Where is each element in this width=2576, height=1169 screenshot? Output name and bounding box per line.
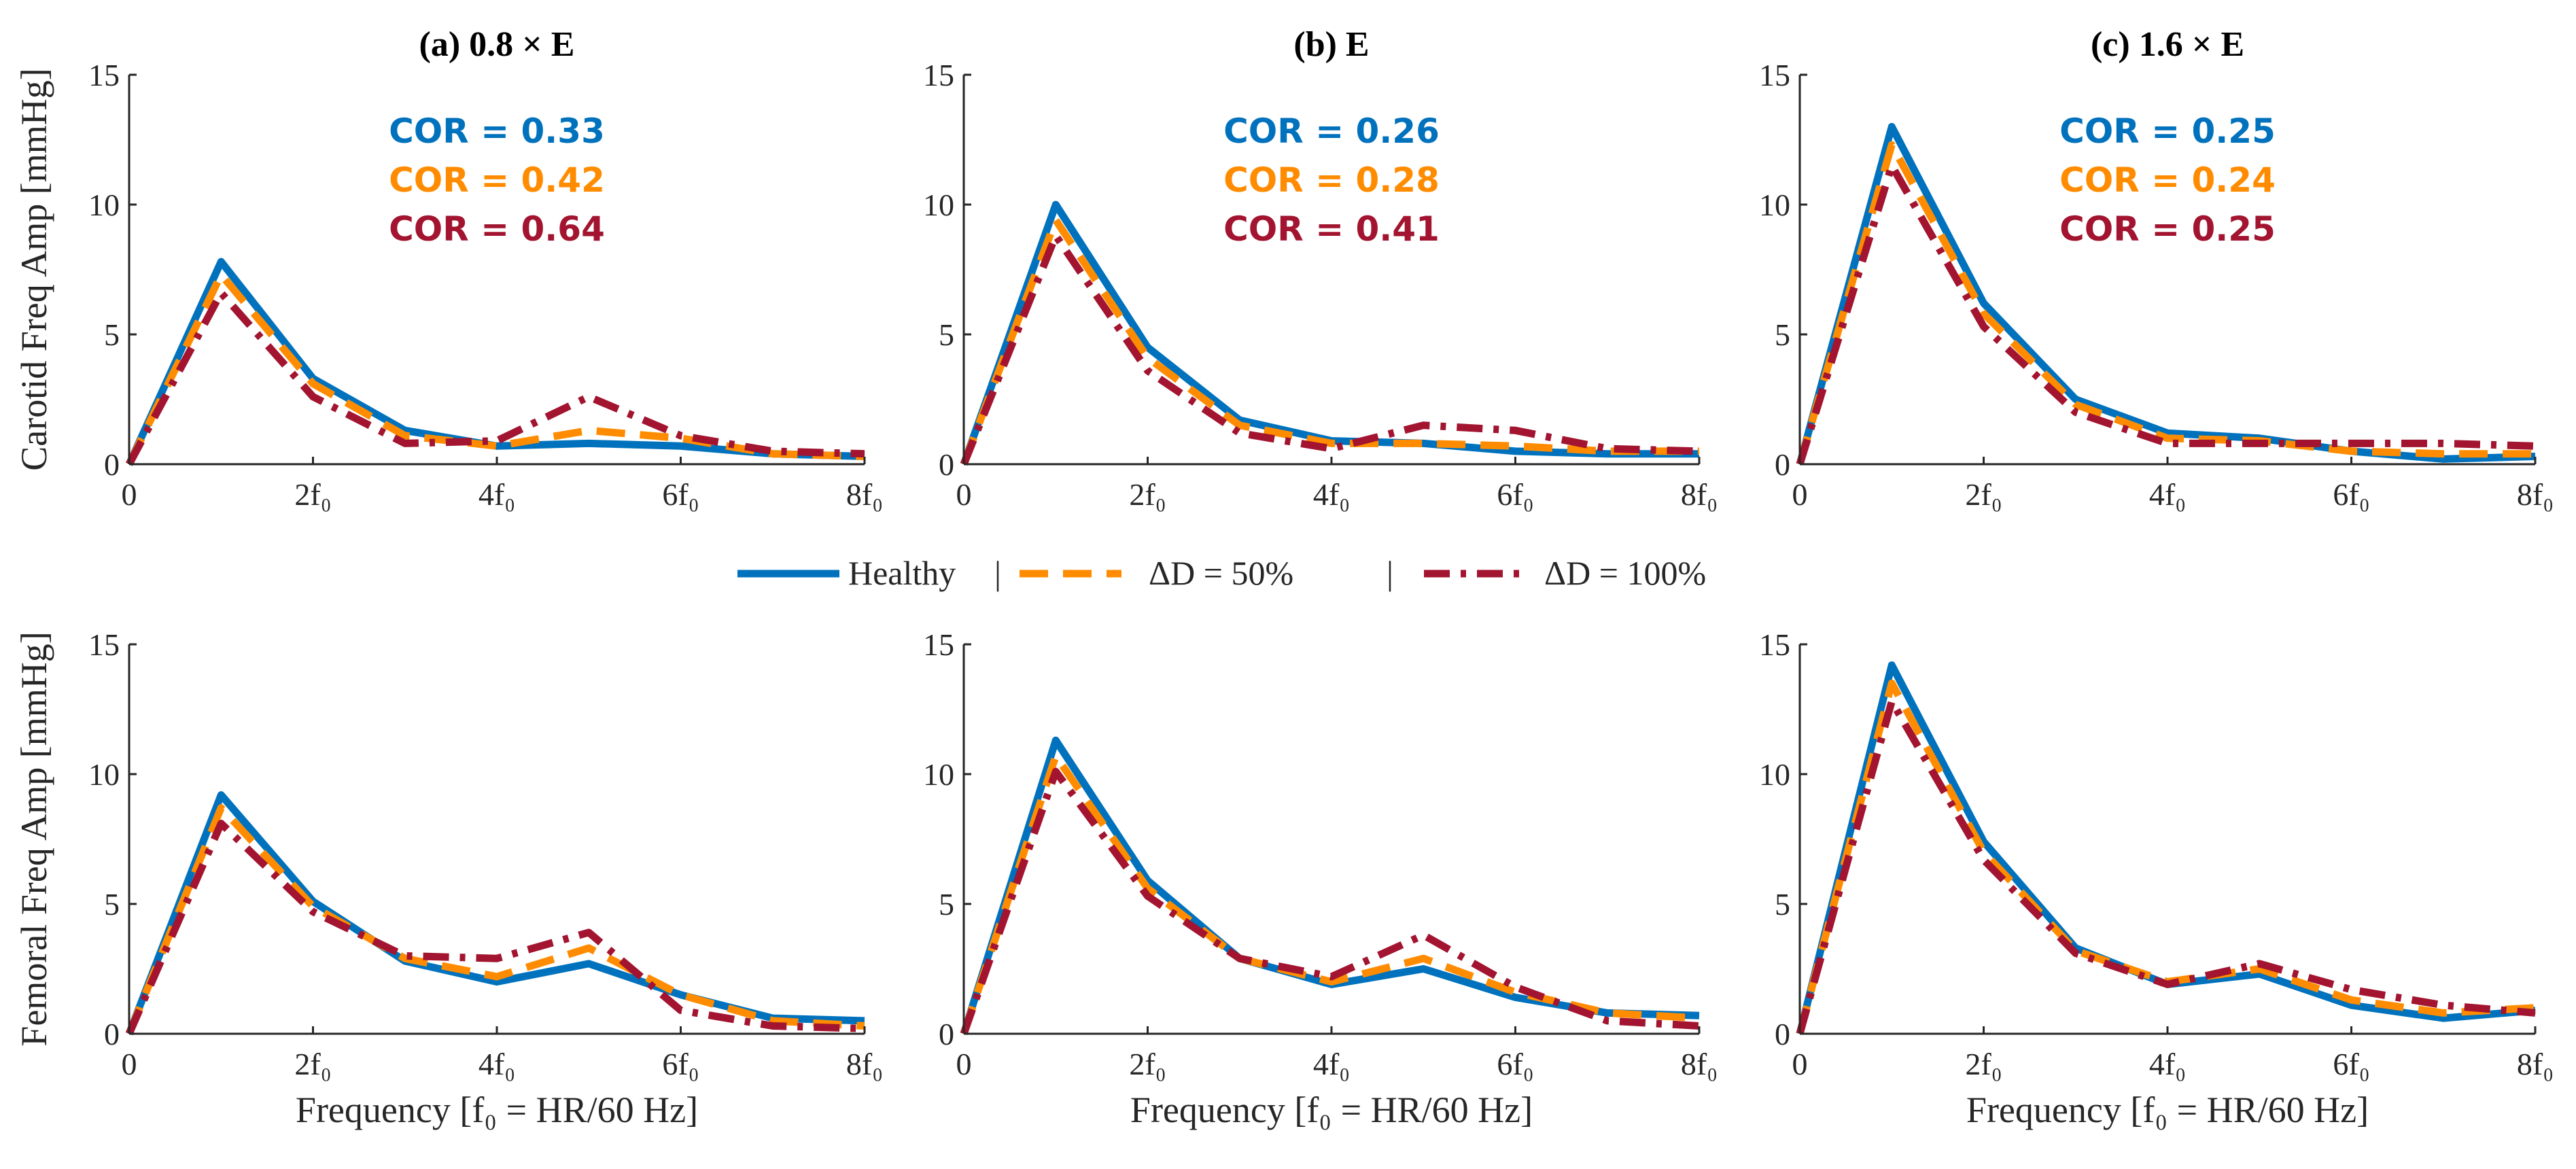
y-tick-label: 5 <box>104 317 120 352</box>
y-tick-label: 15 <box>88 627 120 662</box>
x-tick-label: 4f₀ <box>478 1047 515 1081</box>
y-tick-label: 10 <box>88 188 120 222</box>
x-tick-label: 2f₀ <box>1965 477 2002 512</box>
y-axis-label: Carotid Freq Amp [mmHg] <box>14 68 54 470</box>
cor-annotation: COR = 0.64 <box>389 209 605 249</box>
panel-6: 0 5 10 15 0 2f₀ 4f₀ 6f₀ 8f₀ Frequency [f₀ = HR/60… <box>1759 627 2554 1130</box>
x-tick-label: 4f₀ <box>2149 477 2186 512</box>
panel-2: 0 5 10 15 0 2f₀ 4f₀ 6f₀ 8f₀ (b) E COR = 0.26 COR = … <box>923 25 1718 512</box>
x-axis-label: Frequency [f₀ = HR/60 Hz] <box>296 1089 698 1130</box>
x-axis-label: Frequency [f₀ = HR/60 Hz] <box>1130 1089 1533 1130</box>
x-tick-label: 0 <box>956 1047 972 1081</box>
y-tick-label: 15 <box>923 58 954 92</box>
x-tick-label: 8f₀ <box>846 477 883 512</box>
cor-annotation: COR = 0.24 <box>2059 160 2276 200</box>
y-tick-label: 5 <box>1775 317 1790 352</box>
x-tick-label: 0 <box>1792 477 1808 512</box>
panel-1: 0 5 10 15 0 2f₀ 4f₀ 6f₀ 8f₀ (a) 0.8 × E Carotid Fr… <box>14 25 883 512</box>
y-tick-label: 15 <box>1759 627 1790 662</box>
series-line-d50 <box>126 271 865 466</box>
series-line-d50 <box>1796 141 2535 466</box>
y-tick-label: 0 <box>1775 447 1790 482</box>
series-line-d100 <box>1796 697 2536 1035</box>
series-line-d100 <box>125 820 865 1036</box>
panel-title: (c) 1.6 × E <box>2091 25 2244 64</box>
cor-annotation: COR = 0.25 <box>2059 111 2276 151</box>
y-tick-label: 15 <box>1759 58 1790 92</box>
x-tick-label: 8f₀ <box>1681 477 1718 512</box>
series-line-d50 <box>960 752 1700 1035</box>
x-tick-label: 4f₀ <box>1313 1047 1350 1081</box>
cor-annotation: COR = 0.28 <box>1223 160 1440 200</box>
cor-annotation: COR = 0.41 <box>1223 209 1440 249</box>
panel-title: (b) E <box>1293 25 1369 64</box>
x-axis-label: Frequency [f₀ = HR/60 Hz] <box>1966 1089 2369 1130</box>
series-line-d100 <box>960 767 1700 1035</box>
y-tick-label: 5 <box>104 887 120 922</box>
x-tick-label: 0 <box>956 477 972 512</box>
cor-annotation: COR = 0.33 <box>389 111 605 151</box>
series-line-d100 <box>960 232 1700 466</box>
x-tick-label: 4f₀ <box>1313 477 1350 512</box>
series-line-d100 <box>1796 162 2536 466</box>
series-line-d100 <box>126 289 865 466</box>
panel-3: 0 5 10 15 0 2f₀ 4f₀ 6f₀ 8f₀ (c) 1.6 × E COR = 0.25… <box>1759 25 2554 512</box>
y-tick-label: 0 <box>939 447 954 482</box>
y-tick-label: 0 <box>104 1017 120 1051</box>
legend: Healthy ΔD = 50% ΔD = 100% | | <box>737 554 1706 592</box>
legend-label-d50: ΔD = 50% <box>1149 554 1293 592</box>
legend-label-healthy: Healthy <box>848 554 956 592</box>
x-tick-label: 2f₀ <box>294 1047 331 1081</box>
x-tick-label: 4f₀ <box>478 477 515 512</box>
y-tick-label: 5 <box>939 887 954 922</box>
x-tick-label: 2f₀ <box>1965 1047 2002 1081</box>
y-tick-label: 10 <box>923 188 954 222</box>
x-tick-label: 8f₀ <box>846 1047 883 1081</box>
cor-annotation: COR = 0.26 <box>1223 111 1440 151</box>
y-tick-label: 5 <box>1775 887 1790 922</box>
series-line-healthy <box>1796 122 2536 466</box>
y-tick-label: 10 <box>88 757 120 792</box>
x-tick-label: 0 <box>122 1047 137 1081</box>
x-tick-label: 2f₀ <box>1129 1047 1166 1081</box>
x-tick-label: 8f₀ <box>2517 1047 2554 1081</box>
x-tick-label: 6f₀ <box>2333 1047 2369 1081</box>
y-tick-label: 5 <box>939 317 954 352</box>
x-tick-label: 2f₀ <box>294 477 331 512</box>
x-tick-label: 4f₀ <box>2149 1047 2186 1081</box>
legend-label-d100: ΔD = 100% <box>1544 554 1706 592</box>
cor-annotation: COR = 0.42 <box>389 160 605 200</box>
x-tick-label: 6f₀ <box>662 1047 699 1081</box>
x-tick-label: 0 <box>122 477 137 512</box>
cor-annotation: COR = 0.25 <box>2059 209 2276 249</box>
panel-4: 0 5 10 15 0 2f₀ 4f₀ 6f₀ 8f₀ Femoral Freq Amp [mmH… <box>14 627 883 1130</box>
x-tick-label: 6f₀ <box>1497 1047 1533 1081</box>
series-line-d50 <box>960 216 1699 466</box>
panel-title: (a) 0.8 × E <box>419 25 575 64</box>
x-tick-label: 8f₀ <box>1681 1047 1718 1081</box>
x-tick-label: 2f₀ <box>1129 477 1166 512</box>
x-tick-label: 6f₀ <box>1497 477 1533 512</box>
x-tick-label: 8f₀ <box>2517 477 2554 512</box>
y-axis-label: Femoral Freq Amp [mmHg] <box>14 631 54 1046</box>
y-tick-label: 15 <box>923 627 954 662</box>
y-tick-label: 10 <box>1759 757 1790 792</box>
y-tick-label: 0 <box>939 1017 954 1051</box>
panel-5: 0 5 10 15 0 2f₀ 4f₀ 6f₀ 8f₀ Frequency [f₀ = HR/60… <box>923 627 1718 1130</box>
y-tick-label: 15 <box>88 58 120 92</box>
y-tick-label: 0 <box>104 447 120 482</box>
y-tick-label: 10 <box>1759 188 1790 222</box>
x-tick-label: 6f₀ <box>662 477 699 512</box>
y-tick-label: 10 <box>923 757 954 792</box>
panels: 0 5 10 15 0 2f₀ 4f₀ 6f₀ 8f₀ (a) 0.8 × E Carotid Fr… <box>14 25 2554 1130</box>
series-line-d50 <box>125 804 865 1036</box>
legend-separator: | <box>994 554 1001 592</box>
x-tick-label: 6f₀ <box>2333 477 2369 512</box>
x-tick-label: 0 <box>1792 1047 1808 1081</box>
y-tick-label: 0 <box>1775 1017 1790 1051</box>
legend-separator: | <box>1387 554 1393 592</box>
